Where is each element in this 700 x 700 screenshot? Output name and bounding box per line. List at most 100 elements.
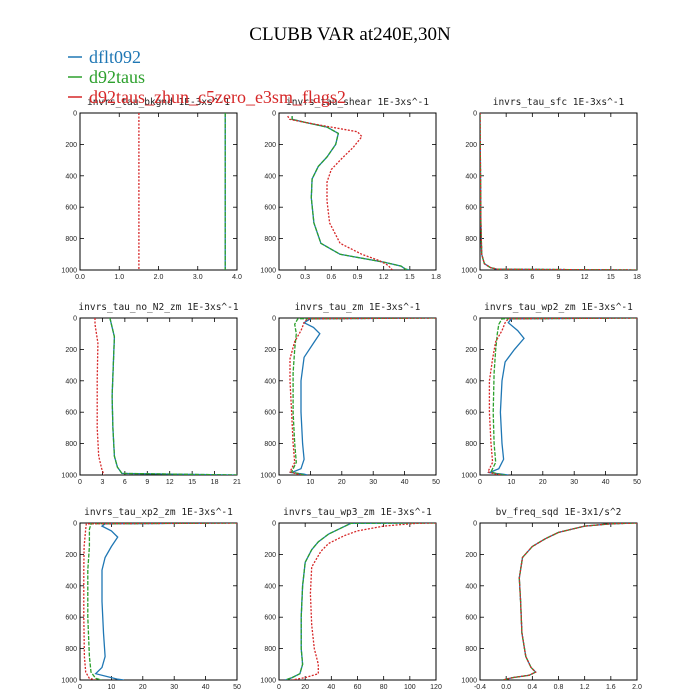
y-tick-label: 200 — [65, 142, 77, 149]
y-tick-label: 200 — [65, 552, 77, 559]
legend-label: d92taus_zhun_c5zero_e3sm_flags2 — [89, 87, 346, 107]
x-tick-label: 1.2 — [379, 274, 389, 281]
y-tick-label: 0 — [473, 111, 477, 118]
y-tick-label: 600 — [465, 615, 477, 622]
series-line-d92taus_zhun_c5zero_e3sm_flags2 — [94, 318, 105, 475]
panel-title: invrs_tau_sfc 1E-3xs^-1 — [493, 97, 625, 108]
series-line-d92taus_zhun_c5zero_e3sm_flags2 — [486, 318, 637, 475]
plot-frame — [79, 522, 238, 681]
x-tick-label: 1.2 — [580, 684, 590, 691]
series-line-dflt092 — [109, 318, 237, 475]
series-line-d92taus — [109, 318, 237, 475]
panel-title: invrs_tau_shear 1E-3xs^-1 — [286, 97, 429, 108]
x-tick-label: 9 — [145, 479, 149, 486]
series-line-dflt092 — [480, 113, 637, 270]
panel-6: invrs_tau_wp2_zm 1E-3xs^-1 0 10 20 30 40 50 0 20… — [461, 302, 641, 486]
panel-1: invrs_tau_bkgnd 1E-3xs^-1 0.0 1.0 2.0 3.0 4.0… — [61, 97, 242, 281]
x-tick-label: 50 — [432, 479, 440, 486]
x-tick-label: 6 — [123, 479, 127, 486]
plot-frame — [278, 112, 437, 271]
x-tick-label: 3.0 — [193, 274, 203, 281]
y-tick-label: 400 — [465, 173, 477, 180]
x-tick-label: 3 — [100, 479, 104, 486]
y-tick-label: 200 — [465, 552, 477, 559]
y-tick-label: 400 — [65, 583, 77, 590]
panel-title: bv_freq_sqd 1E-3x1/s^2 — [496, 507, 622, 518]
x-tick-label: 2.0 — [632, 684, 642, 691]
y-tick-label: 600 — [264, 615, 276, 622]
y-tick-label: 600 — [65, 615, 77, 622]
y-tick-label: 200 — [465, 142, 477, 149]
x-tick-label: 80 — [380, 684, 388, 691]
x-tick-label: 120 — [430, 684, 442, 691]
y-tick-label: 800 — [65, 236, 77, 243]
y-tick-label: 400 — [65, 378, 77, 385]
panel-title: invrs_tau_bkgnd 1E-3xs^-1 — [87, 97, 230, 108]
y-tick-label: 800 — [65, 646, 77, 653]
y-tick-label: 1000 — [61, 678, 77, 685]
y-tick-label: 600 — [465, 410, 477, 417]
x-tick-label: 0 — [78, 479, 82, 486]
x-tick-label: 21 — [233, 479, 241, 486]
x-tick-label: 0.8 — [554, 684, 564, 691]
y-tick-label: 800 — [465, 646, 477, 653]
x-tick-label: 1.8 — [431, 274, 441, 281]
y-tick-label: 600 — [264, 410, 276, 417]
series-line-d92taus_zhun_c5zero_e3sm_flags2 — [83, 523, 237, 680]
x-tick-label: 20 — [539, 479, 547, 486]
series-line-d92taus — [480, 113, 637, 270]
x-tick-label: 0.9 — [353, 274, 363, 281]
y-tick-label: 800 — [264, 441, 276, 448]
plot-frame — [79, 112, 238, 271]
x-tick-label: 4.0 — [232, 274, 242, 281]
x-tick-label: 0 — [277, 684, 281, 691]
x-tick-label: 2.0 — [154, 274, 164, 281]
x-tick-label: 20 — [301, 684, 309, 691]
series-line-dflt092 — [486, 318, 637, 475]
plot-frame — [479, 522, 638, 681]
y-tick-label: 400 — [264, 378, 276, 385]
x-tick-label: 0 — [78, 684, 82, 691]
x-tick-label: 20 — [338, 479, 346, 486]
y-tick-label: 1000 — [61, 473, 77, 480]
panel-8: invrs_tau_wp3_zm 1E-3xs^-1 0 20 40 60 80 100 12… — [260, 507, 442, 691]
series-line-d92taus — [285, 523, 436, 680]
panel-title: invrs_tau_zm 1E-3xs^-1 — [295, 302, 421, 313]
y-tick-label: 0 — [73, 521, 77, 528]
y-tick-label: 1000 — [260, 473, 276, 480]
y-tick-label: 400 — [65, 173, 77, 180]
x-tick-label: 30 — [570, 479, 578, 486]
y-tick-label: 800 — [465, 441, 477, 448]
y-tick-label: 600 — [465, 205, 477, 212]
y-tick-label: 0 — [272, 316, 276, 323]
x-tick-label: 12 — [166, 479, 174, 486]
x-tick-label: 30 — [369, 479, 377, 486]
y-tick-label: 0 — [473, 316, 477, 323]
x-tick-label: 1.0 — [114, 274, 124, 281]
y-tick-label: 600 — [65, 410, 77, 417]
panel-3: invrs_tau_sfc 1E-3xs^-1 0 3 6 9 12 15 18 0 200 400… — [461, 97, 641, 281]
x-tick-label: 10 — [108, 684, 116, 691]
y-tick-label: 400 — [465, 378, 477, 385]
x-tick-label: 0.3 — [300, 274, 310, 281]
series-line-d92taus_zhun_c5zero_e3sm_flags2 — [291, 523, 436, 680]
figure-title: CLUBB VAR at240E,30N — [249, 24, 451, 45]
y-tick-label: 200 — [264, 347, 276, 354]
series-line-d92taus — [290, 318, 436, 475]
panel-2: invrs_tau_shear 1E-3xs^-1 0 0.3 0.6 0.9 1.2 1.… — [260, 97, 441, 281]
plot-frame — [79, 317, 238, 476]
y-tick-label: 400 — [264, 173, 276, 180]
x-tick-label: 18 — [211, 479, 219, 486]
x-tick-label: 50 — [633, 479, 641, 486]
x-tick-label: 20 — [139, 684, 147, 691]
y-tick-label: 0 — [272, 521, 276, 528]
x-tick-label: 9 — [557, 274, 561, 281]
series-line-d92taus — [502, 523, 637, 680]
y-tick-label: 800 — [465, 236, 477, 243]
x-tick-label: 0 — [478, 274, 482, 281]
y-tick-label: 1000 — [260, 268, 276, 275]
y-tick-label: 0 — [73, 111, 77, 118]
y-tick-label: 200 — [264, 142, 276, 149]
panels-group: invrs_tau_bkgnd 1E-3xs^-1 0.0 1.0 2.0 3.0 4.0… — [61, 97, 642, 691]
